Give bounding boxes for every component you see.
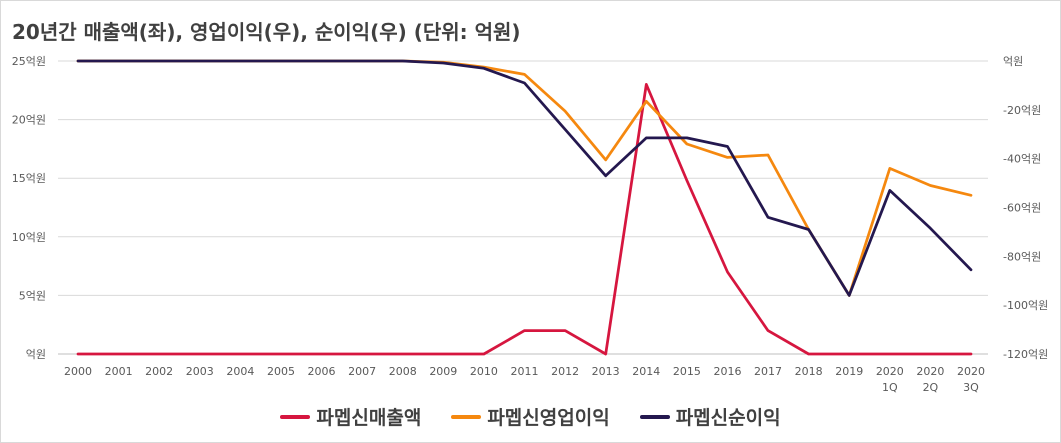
chart-legend: 파멥신매출액 파멥신영업이익 파멥신순이익 [0, 403, 1061, 430]
x-tick-label: 2019 [835, 365, 863, 378]
left-tick-label: 20억원 [12, 114, 46, 127]
legend-item: 파멥신영업이익 [451, 403, 610, 430]
x-tick-label: 2Q [923, 381, 939, 394]
left-tick-label: 10억원 [12, 231, 46, 244]
left-tick-label: 5억원 [19, 289, 46, 302]
legend-label: 파멥신매출액 [316, 407, 422, 429]
left-tick-label: 억원 [26, 348, 46, 361]
x-tick-label: 2003 [186, 365, 214, 378]
x-tick-label: 2013 [592, 365, 620, 378]
legend-item: 파멥신순이익 [639, 403, 781, 430]
x-tick-label: 2011 [511, 365, 539, 378]
x-tick-label: 2016 [713, 365, 741, 378]
x-tick-label: 2015 [673, 365, 701, 378]
series-line-1 [76, 83, 973, 356]
x-tick-label: 2010 [470, 365, 498, 378]
legend-label: 파멥신순이익 [675, 407, 781, 429]
series-line-3 [76, 59, 973, 297]
legend-swatch [639, 414, 670, 419]
right-tick-label: 억원 [1003, 55, 1023, 68]
x-tick-label: 2020 [957, 365, 985, 378]
x-tick-label: 2020 [876, 365, 904, 378]
right-tick-label: -100억원 [1003, 299, 1048, 312]
legend-label: 파멥신영업이익 [487, 407, 610, 429]
x-tick-label: 2001 [105, 365, 133, 378]
x-tick-label: 2012 [551, 365, 579, 378]
x-tick-label: 3Q [963, 381, 979, 394]
x-tick-label: 2005 [267, 365, 295, 378]
x-tick-label: 2009 [429, 365, 457, 378]
left-tick-label: 15억원 [12, 172, 46, 185]
legend-swatch [280, 414, 311, 419]
right-tick-label: -120억원 [1003, 348, 1048, 361]
x-tick-label: 2000 [64, 365, 92, 378]
x-tick-label: 2007 [348, 365, 376, 378]
chart-title: 20년간 매출액(좌), 영업이익(우), 순이익(우) (단위: 억원) [12, 20, 521, 44]
legend-swatch [451, 414, 482, 419]
right-tick-label: -20억원 [1003, 104, 1041, 117]
x-tick-label: 2017 [754, 365, 782, 378]
x-tick-label: 2002 [145, 365, 173, 378]
left-tick-label: 25억원 [12, 55, 46, 68]
x-tick-label: 2018 [795, 365, 823, 378]
x-tick-label: 2008 [389, 365, 417, 378]
x-tick-label: 2020 [916, 365, 944, 378]
x-tick-label: 2014 [632, 365, 660, 378]
right-tick-label: -40억원 [1003, 153, 1041, 166]
x-tick-label: 1Q [882, 381, 898, 394]
legend-item: 파멥신매출액 [280, 403, 421, 430]
right-tick-label: -60억원 [1003, 202, 1041, 215]
x-tick-label: 2006 [308, 365, 336, 378]
x-tick-label: 2004 [226, 365, 254, 378]
right-tick-label: -80억원 [1003, 250, 1041, 263]
